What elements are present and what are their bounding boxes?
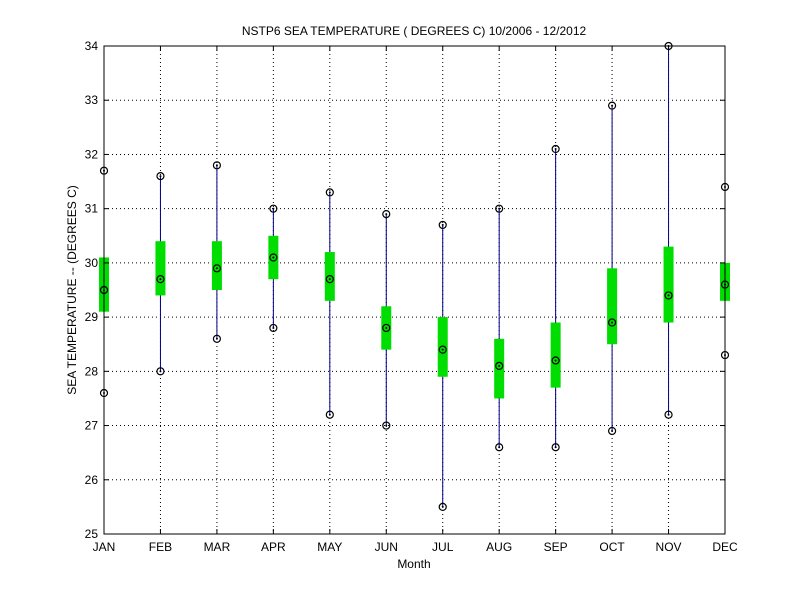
x-tick-label: NOV bbox=[656, 540, 682, 554]
max-marker bbox=[551, 144, 560, 154]
y-tick-label: 33 bbox=[85, 93, 99, 107]
x-tick-label: FEB bbox=[149, 540, 172, 554]
max-marker bbox=[607, 101, 617, 110]
median-marker bbox=[607, 318, 617, 327]
max-marker-dot bbox=[272, 207, 275, 210]
median-marker-dot bbox=[554, 359, 557, 362]
x-tick-label: OCT bbox=[599, 540, 625, 554]
min-marker-dot bbox=[159, 370, 162, 373]
max-marker-dot bbox=[441, 223, 444, 226]
iqr-box bbox=[211, 241, 222, 290]
y-tick-label: 31 bbox=[85, 202, 99, 216]
median-marker-dot bbox=[385, 326, 388, 329]
max-marker bbox=[269, 204, 278, 213]
max-marker bbox=[382, 209, 391, 219]
max-marker-dot bbox=[385, 213, 388, 216]
max-marker bbox=[212, 161, 222, 170]
median-marker bbox=[551, 356, 560, 365]
y-tick-label: 27 bbox=[85, 419, 99, 433]
box-marks bbox=[99, 41, 730, 511]
x-axis-ticks: JAN FEB MAR APR MAY JUN JUL AUG SEP OCT NOV DEC bbox=[93, 46, 738, 554]
median-marker bbox=[156, 275, 165, 284]
iqr-box bbox=[437, 317, 448, 377]
min-marker bbox=[325, 410, 334, 419]
y-tick-label: 25 bbox=[85, 527, 99, 541]
median-marker-dot bbox=[498, 364, 501, 367]
iqr-box bbox=[155, 241, 166, 296]
x-tick-label: MAY bbox=[317, 540, 342, 554]
min-marker bbox=[269, 323, 278, 333]
max-marker-dot bbox=[498, 207, 501, 210]
median-marker bbox=[325, 275, 334, 284]
min-marker-dot bbox=[611, 429, 614, 432]
min-marker bbox=[438, 502, 447, 511]
y-axis-label: SEA TEMPERATURE -- (DEGREES C) bbox=[65, 185, 79, 395]
min-marker-dot bbox=[498, 446, 501, 449]
y-tick-label: 32 bbox=[85, 147, 99, 161]
median-marker bbox=[382, 323, 391, 333]
max-marker-dot bbox=[554, 148, 557, 151]
chart-title: NSTP6 SEA TEMPERATURE ( DEGREES C) 10/20… bbox=[242, 24, 587, 38]
median-marker-dot bbox=[272, 256, 275, 259]
x-tick-label: JAN bbox=[93, 540, 116, 554]
plot-frame bbox=[103, 45, 726, 535]
max-marker bbox=[495, 204, 504, 213]
x-tick-label: DEC bbox=[712, 540, 738, 554]
x-axis-label: Month bbox=[397, 557, 430, 571]
x-tick-label: SEP bbox=[544, 540, 568, 554]
median-marker-dot bbox=[159, 278, 162, 281]
x-tick-label: JUN bbox=[375, 540, 398, 554]
min-marker bbox=[551, 443, 560, 452]
x-tick-label: APR bbox=[261, 540, 286, 554]
min-marker-dot bbox=[441, 505, 444, 508]
min-marker-dot bbox=[385, 424, 388, 427]
iqr-box bbox=[494, 338, 505, 399]
iqr-box bbox=[550, 322, 561, 388]
median-marker-dot bbox=[215, 267, 218, 270]
min-marker bbox=[382, 421, 391, 430]
y-tick-label: 30 bbox=[85, 256, 99, 270]
x-tick-label: JUL bbox=[432, 540, 454, 554]
min-marker-dot bbox=[328, 413, 331, 416]
y-axis-ticks: 25 26 27 28 29 30 31 32 33 34 bbox=[85, 39, 725, 541]
y-tick-label: 29 bbox=[85, 310, 99, 324]
grid-lines bbox=[104, 46, 725, 534]
iqr-box bbox=[324, 252, 335, 301]
median-marker-dot bbox=[441, 348, 444, 351]
max-marker bbox=[438, 220, 447, 230]
min-marker bbox=[156, 367, 165, 376]
min-marker bbox=[212, 334, 222, 343]
median-marker-dot bbox=[328, 278, 331, 281]
iqr-box bbox=[663, 246, 674, 323]
y-tick-label: 28 bbox=[85, 364, 99, 378]
iqr-box bbox=[607, 268, 618, 345]
min-marker-dot bbox=[554, 446, 557, 449]
max-marker bbox=[325, 188, 334, 197]
median-marker bbox=[664, 291, 673, 300]
median-marker bbox=[212, 264, 222, 273]
x-tick-label: MAR bbox=[204, 540, 231, 554]
min-marker bbox=[664, 410, 673, 419]
median-marker-dot bbox=[667, 294, 670, 297]
max-marker-dot bbox=[611, 104, 614, 107]
min-marker-dot bbox=[272, 326, 275, 329]
min-marker-dot bbox=[215, 337, 218, 340]
min-marker bbox=[495, 443, 504, 452]
median-marker-dot bbox=[611, 321, 614, 324]
max-marker-dot bbox=[328, 191, 331, 194]
max-marker-dot bbox=[159, 175, 162, 178]
max-marker bbox=[156, 172, 165, 181]
median-marker bbox=[495, 361, 504, 371]
median-marker bbox=[269, 253, 278, 262]
y-tick-label: 34 bbox=[85, 39, 99, 53]
min-marker bbox=[607, 426, 617, 436]
min-marker-dot bbox=[667, 413, 670, 416]
median-marker bbox=[438, 345, 447, 354]
max-marker-dot bbox=[215, 164, 218, 167]
y-tick-label: 26 bbox=[85, 473, 99, 487]
x-tick-label: AUG bbox=[486, 540, 512, 554]
